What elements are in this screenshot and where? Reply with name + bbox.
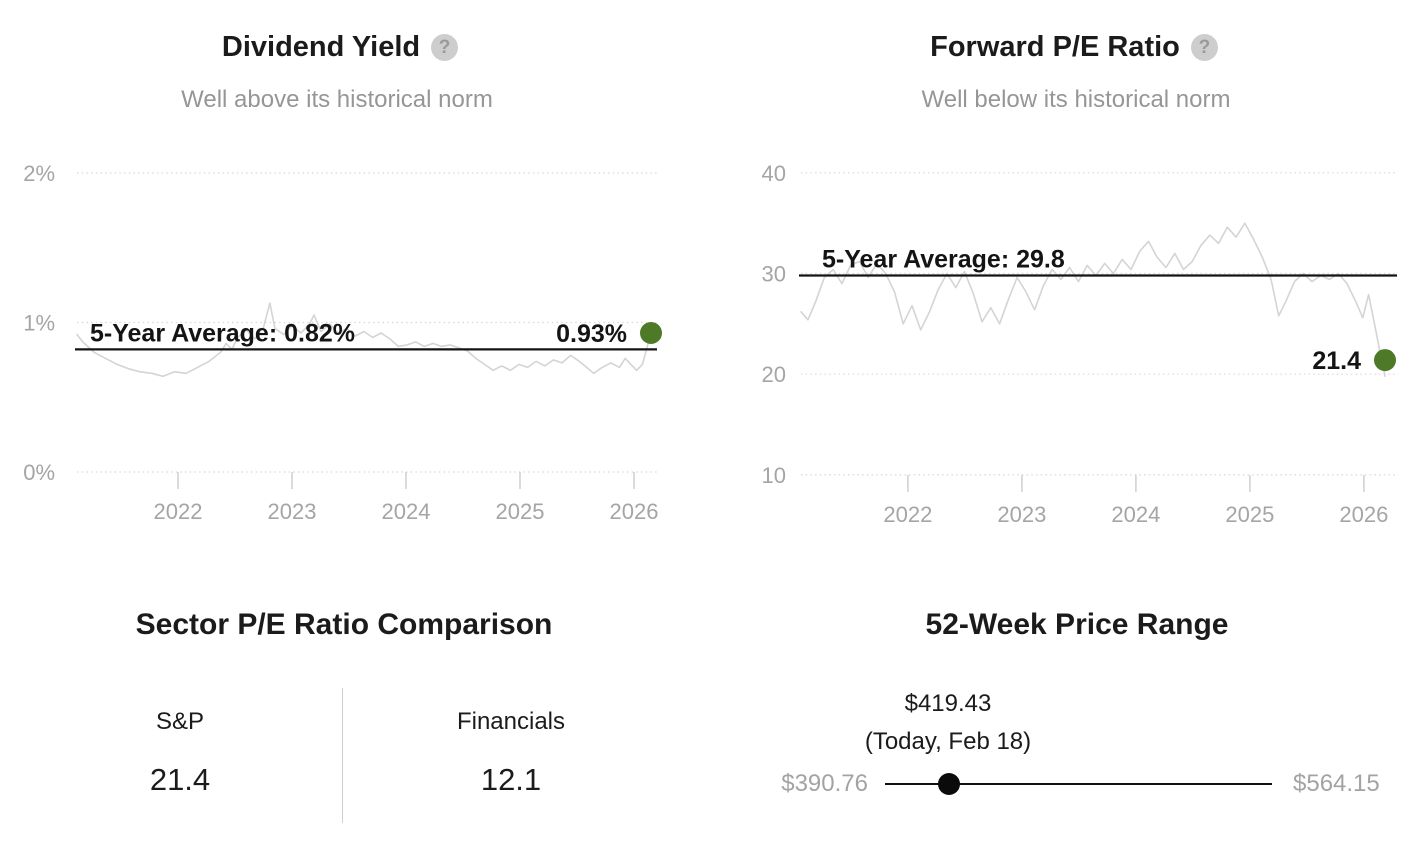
current-value-dot	[640, 322, 662, 344]
x-axis-tick-label: 2023	[997, 502, 1046, 527]
x-axis-tick-label: 2026	[610, 499, 659, 524]
dividend-yield-chart: 2% 1% 0% 2022 2023 2024 2025 2026 5-Year Averag…	[23, 161, 662, 524]
y-axis-tick-label: 0%	[23, 460, 55, 485]
sp-label: S&P	[155, 708, 205, 735]
financials-column: Financials 12.1	[343, 708, 679, 798]
x-axis-tick-label: 2025	[496, 499, 545, 524]
chart-grid: 40 30 20 10 2022 2023 2024 2025 2026	[762, 161, 1398, 527]
forward-pe-line	[800, 222, 1386, 377]
x-axis-tick-label: 2025	[1225, 502, 1274, 527]
forward-pe-title: Forward P/E Ratio	[930, 30, 1180, 63]
x-axis-tick-label: 2022	[883, 502, 932, 527]
dividend-yield-title: Dividend Yield	[221, 30, 421, 63]
x-axis-tick-label: 2023	[268, 499, 317, 524]
financials-value: 12.1	[480, 762, 542, 797]
current-value-label: 21.4	[1312, 347, 1361, 375]
range-low-label: $390.76	[781, 770, 868, 797]
average-label: 5-Year Average: 29.8	[822, 246, 1065, 274]
dividend-yield-line	[76, 302, 652, 378]
sp-column: S&P 21.4	[10, 708, 350, 798]
column-divider	[342, 688, 343, 823]
x-axis-tick-label: 2026	[1339, 502, 1388, 527]
price-range-panel: 52-Week Price Range $419.43 (Today, Feb …	[708, 590, 1416, 852]
current-value-label: 0.93%	[556, 320, 627, 348]
financials-label: Financials	[456, 708, 566, 735]
x-axis-tick-label: 2024	[382, 499, 431, 524]
forward-pe-subtitle: Well below its historical norm	[921, 86, 1231, 113]
sector-comparison-title: Sector P/E Ratio Comparison	[135, 608, 553, 641]
help-icon[interactable]: ?	[431, 33, 459, 61]
chart-grid: 2% 1% 0% 2022 2023 2024 2025 2026	[23, 161, 658, 524]
x-axis-tick-label: 2024	[1111, 502, 1160, 527]
price-range-title: 52-Week Price Range	[925, 608, 1229, 641]
sp-value: 21.4	[149, 762, 211, 797]
dividend-yield-panel: Dividend Yield ? Well above its historic…	[0, 0, 708, 560]
y-axis-tick-label: 30	[762, 262, 786, 287]
range-high-label: $564.15	[1293, 770, 1380, 797]
dividend-yield-title-row: Dividend Yield ?	[0, 28, 694, 66]
y-axis-tick-label: 20	[762, 362, 786, 387]
forward-pe-title-row: Forward P/E Ratio ?	[720, 28, 1416, 66]
y-axis-tick-label: 1%	[23, 311, 55, 336]
help-icon[interactable]: ?	[1190, 33, 1218, 61]
x-axis-tick-label: 2022	[154, 499, 203, 524]
sector-comparison-panel: Sector P/E Ratio Comparison S&P 21.4 Fin…	[0, 590, 708, 852]
y-axis-tick-label: 2%	[23, 161, 55, 186]
current-price-date: (Today, Feb 18)	[864, 728, 1032, 755]
price-range-dot	[938, 773, 960, 795]
forward-pe-chart: 40 30 20 10 2022 2023 2024 2025 2026 5-Year Aver…	[762, 161, 1398, 527]
current-price: $419.43	[904, 690, 992, 717]
dividend-yield-subtitle: Well above its historical norm	[181, 86, 493, 113]
average-label: 5-Year Average: 0.82%	[90, 319, 355, 347]
current-value-dot	[1374, 349, 1396, 372]
forward-pe-panel: Forward P/E Ratio ? Well below its histo…	[708, 0, 1416, 560]
price-range-track	[885, 783, 1272, 785]
y-axis-tick-label: 10	[762, 463, 786, 488]
y-axis-tick-label: 40	[762, 161, 786, 186]
